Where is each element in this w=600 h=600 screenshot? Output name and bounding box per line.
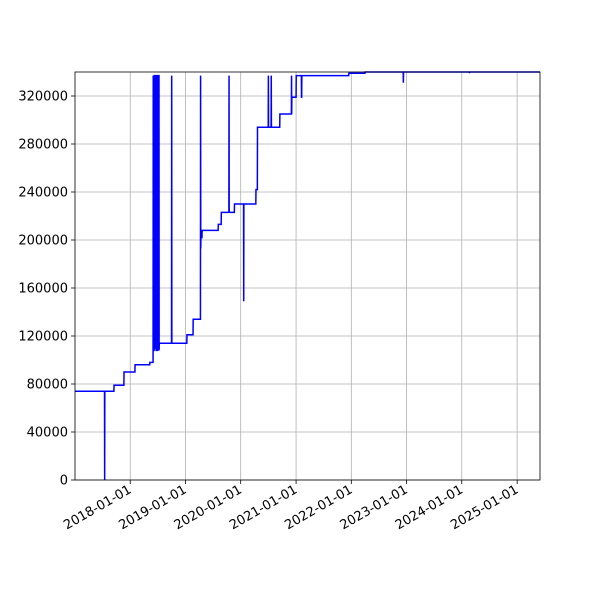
axes-frame — [74, 71, 541, 481]
y-tick-label: 0 — [60, 474, 68, 489]
y-tick-label: 280000 — [18, 138, 68, 153]
grid-layer — [75, 72, 540, 481]
y-tick-label: 320000 — [18, 90, 68, 105]
series-layer — [75, 71, 540, 481]
y-tick-label: 80000 — [27, 378, 68, 393]
ticks-layer: 0 40000 80000 120000 160000 200000 240000 28000… — [18, 90, 521, 534]
y-tick-label: 120000 — [18, 330, 68, 345]
y-tick-label: 200000 — [18, 234, 68, 249]
series-line — [75, 71, 540, 481]
y-tick-label: 240000 — [18, 186, 68, 201]
y-tick-label: 40000 — [27, 426, 68, 441]
y-tick-label: 160000 — [18, 282, 68, 297]
